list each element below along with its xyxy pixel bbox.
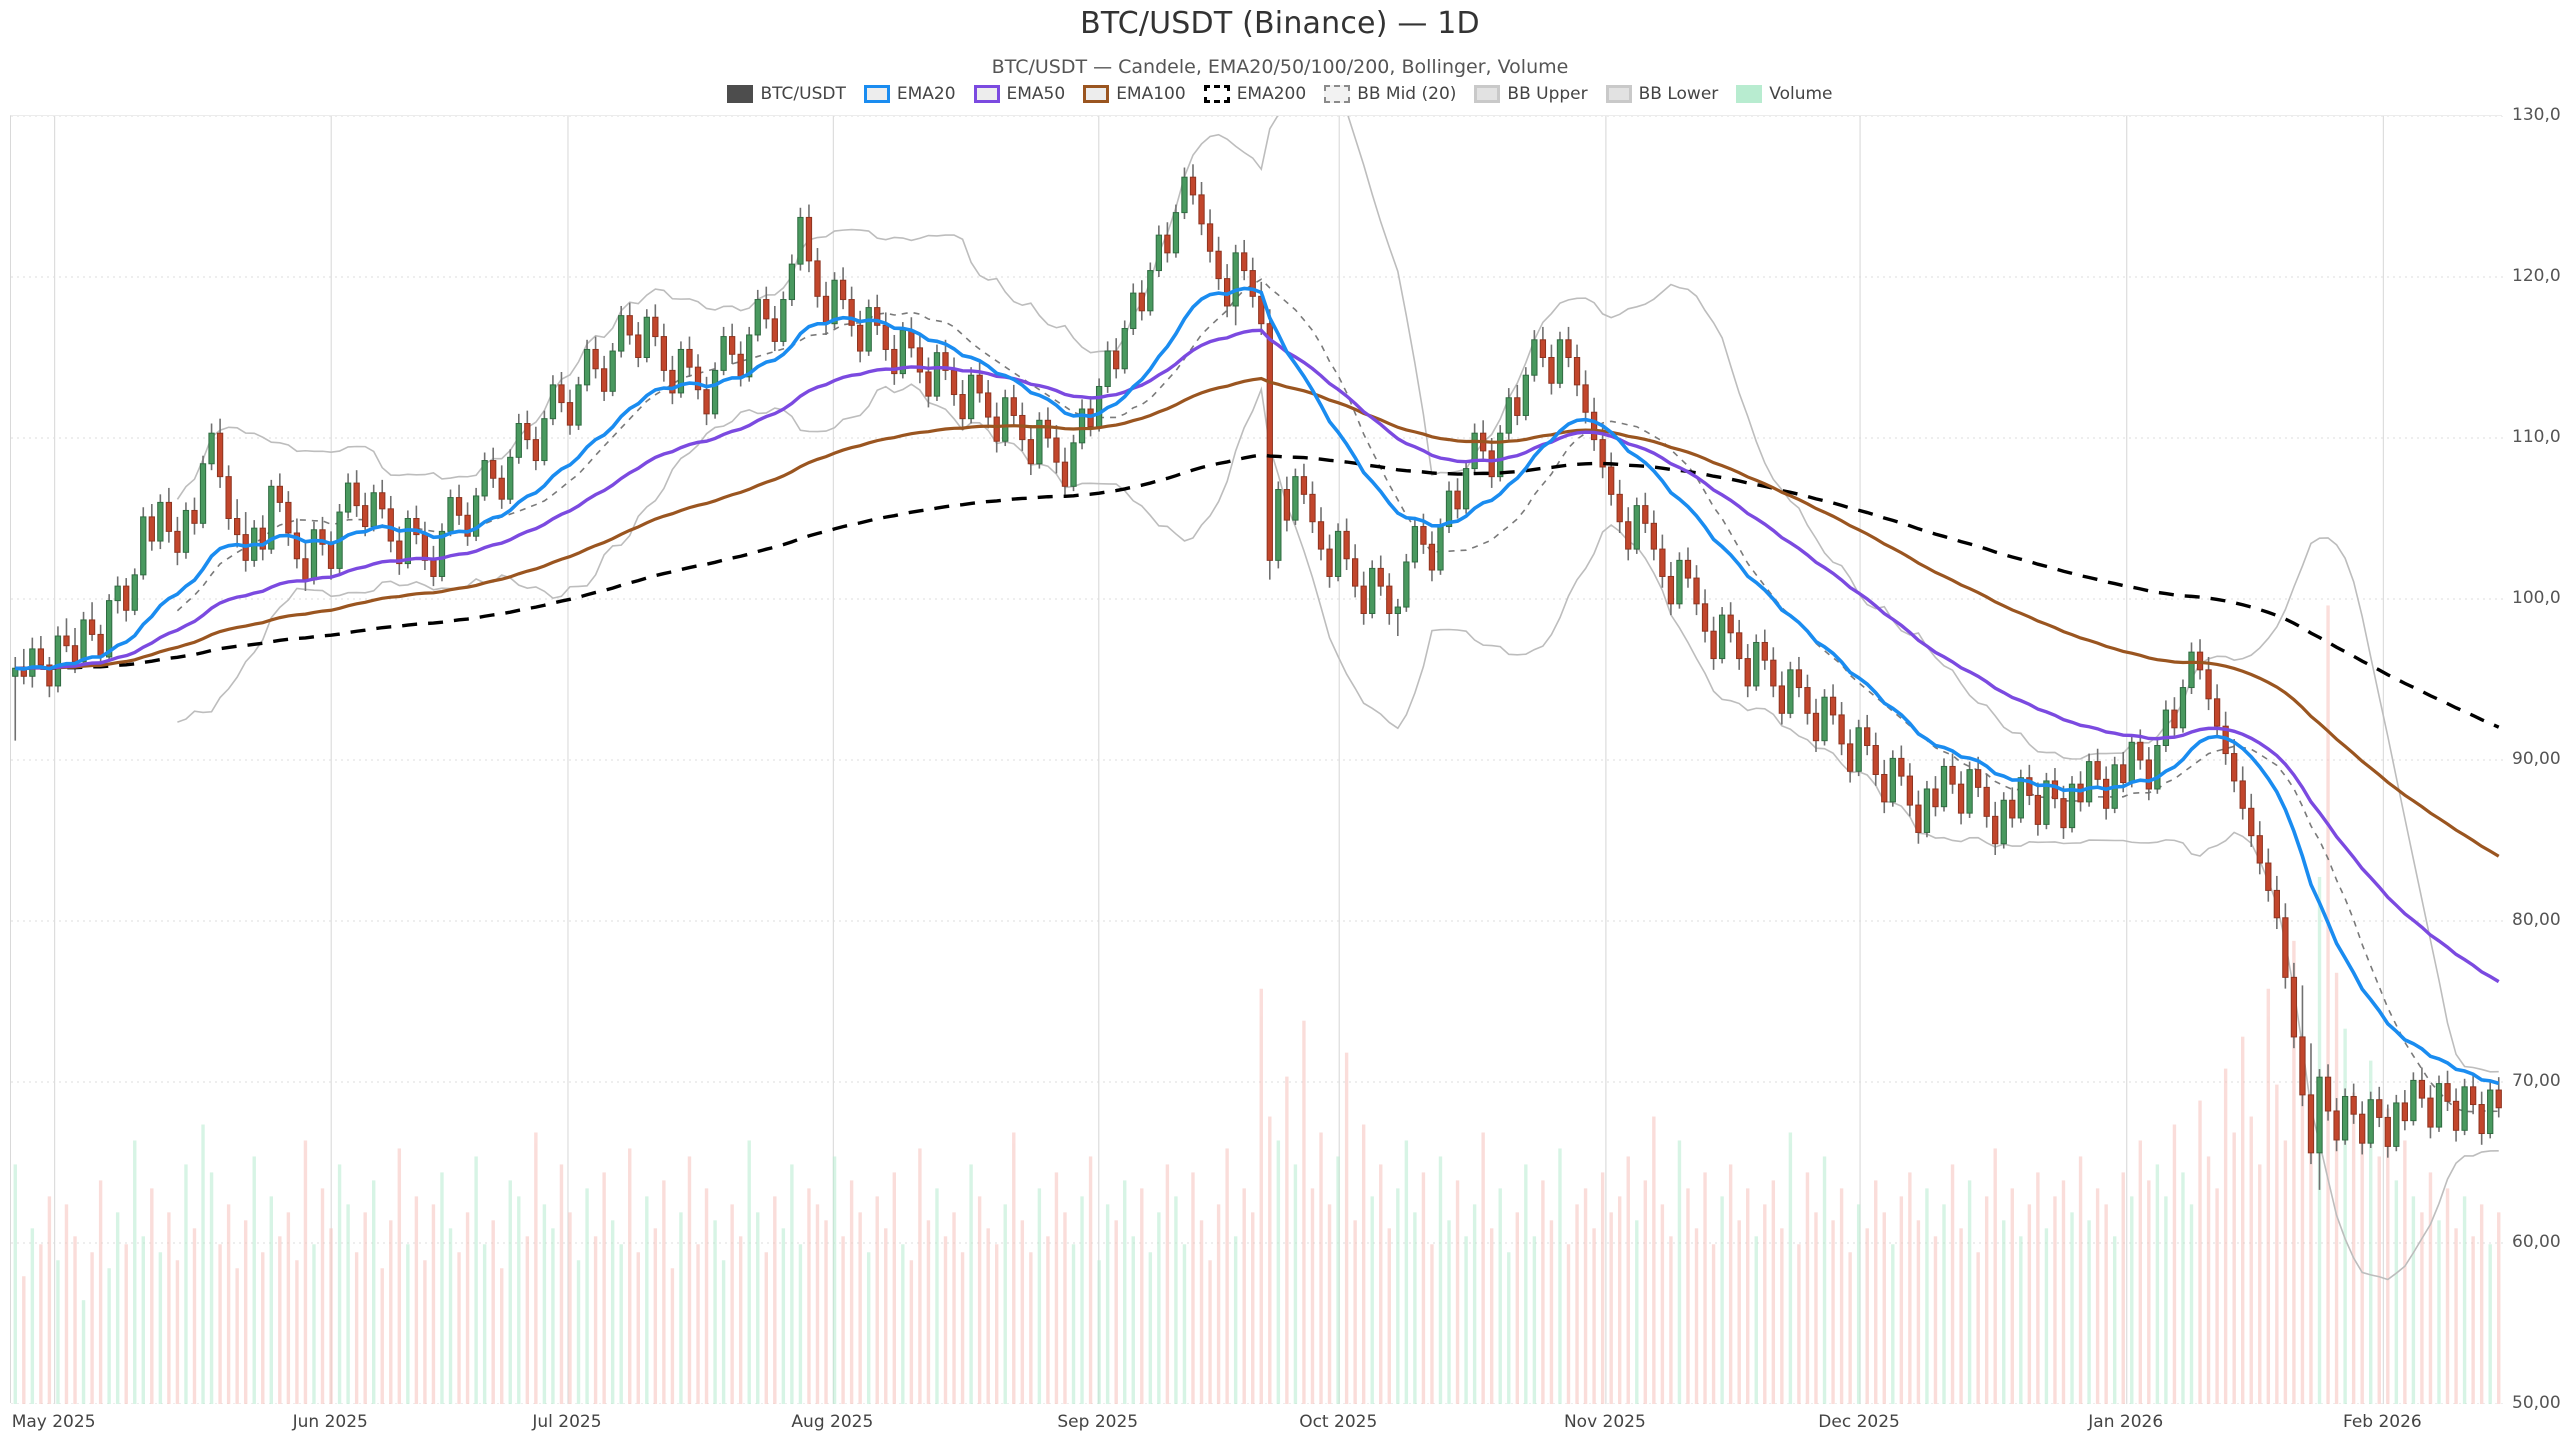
legend-label: EMA100 <box>1116 84 1186 104</box>
x-axis-tick-label: Jun 2025 <box>292 1412 368 1432</box>
volume-bars <box>13 605 2501 1404</box>
chart-canvas <box>11 116 2503 1404</box>
x-axis-tick-label: Dec 2025 <box>1818 1412 1900 1432</box>
chart-plot-area <box>10 115 2503 1404</box>
legend-item-ema100[interactable]: EMA100 <box>1083 84 1186 104</box>
legend-swatch-icon <box>1474 85 1501 103</box>
legend-item-bb-upper[interactable]: BB Upper <box>1474 84 1588 104</box>
legend-item-bb-mid[interactable]: BB Mid (20) <box>1324 84 1456 104</box>
y-axis-tick-label: 100,000 <box>2512 588 2560 608</box>
legend-swatch-icon <box>1324 85 1351 103</box>
legend-label: Volume <box>1769 84 1833 104</box>
legend-label: EMA50 <box>1006 84 1066 104</box>
bb-upper-line <box>176 116 2499 1073</box>
legend-item-volume[interactable]: Volume <box>1736 84 1833 104</box>
legend-swatch-icon <box>727 85 754 103</box>
y-axis-tick-label: 110,000 <box>2512 427 2560 447</box>
ema200-line <box>15 453 2500 729</box>
legend-item-bb-lower[interactable]: BB Lower <box>1605 84 1719 104</box>
x-axis-tick-label: May 2025 <box>11 1412 96 1432</box>
x-axis-tick-label: Aug 2025 <box>791 1412 874 1432</box>
ema100-line <box>15 376 2500 858</box>
ema50-line <box>15 328 2500 984</box>
legend-swatch-icon <box>973 85 1000 103</box>
legend-label: BB Lower <box>1638 84 1719 104</box>
legend-item-ema200[interactable]: EMA200 <box>1203 84 1307 104</box>
x-axis-tick-label: Oct 2025 <box>1299 1412 1378 1432</box>
page-subtitle: BTC/USDT — Candele, EMA20/50/100/200, Bo… <box>991 56 1569 78</box>
legend-item-ema50[interactable]: EMA50 <box>973 84 1066 104</box>
gridlines <box>11 116 2503 1404</box>
legend-swatch-icon <box>1736 85 1763 103</box>
x-axis-tick-label: Sep 2025 <box>1057 1412 1139 1432</box>
y-axis-tick-label: 120,000 <box>2512 266 2560 286</box>
bb-lower-line <box>177 383 2499 1281</box>
x-axis-tick-label: Nov 2025 <box>1563 1412 1646 1432</box>
x-axis-tick-label: Jan 2026 <box>2088 1412 2164 1432</box>
legend-label: EMA200 <box>1236 84 1307 104</box>
legend-swatch-icon <box>863 85 890 103</box>
y-axis-tick-label: 50,000 <box>2512 1393 2560 1413</box>
y-axis-tick-label: 90,000 <box>2512 749 2560 769</box>
ema20-line <box>15 286 2500 1086</box>
y-axis-tick-label: 60,000 <box>2512 1232 2560 1252</box>
y-axis-tick-label: 70,000 <box>2512 1071 2560 1091</box>
legend-swatch-icon <box>1203 85 1230 103</box>
bollinger-bands <box>176 116 2499 1281</box>
x-axis-tick-label: Jul 2025 <box>532 1412 602 1432</box>
legend-label: BB Mid (20) <box>1357 84 1457 104</box>
legend-swatch-icon <box>1605 85 1632 103</box>
candlesticks <box>12 164 2502 1190</box>
y-axis-tick-label: 130,000 <box>2512 105 2560 125</box>
x-axis-tick-label: Feb 2026 <box>2342 1412 2422 1432</box>
page-title: BTC/USDT (Binance) — 1D <box>1080 6 1480 41</box>
legend-swatch-icon <box>1083 85 1110 103</box>
chart-legend: BTC/USDT EMA20 EMA50 EMA100 EMA200 BB Mid (20… <box>0 84 2560 104</box>
legend-item-ema20[interactable]: EMA20 <box>863 84 956 104</box>
legend-label: BB Upper <box>1507 84 1588 104</box>
moving-averages <box>15 286 2500 1086</box>
y-axis-tick-label: 80,000 <box>2512 910 2560 930</box>
legend-label: BTC/USDT <box>760 84 846 104</box>
legend-item-btc-usdt[interactable]: BTC/USDT <box>727 84 846 104</box>
legend-label: EMA20 <box>896 84 956 104</box>
